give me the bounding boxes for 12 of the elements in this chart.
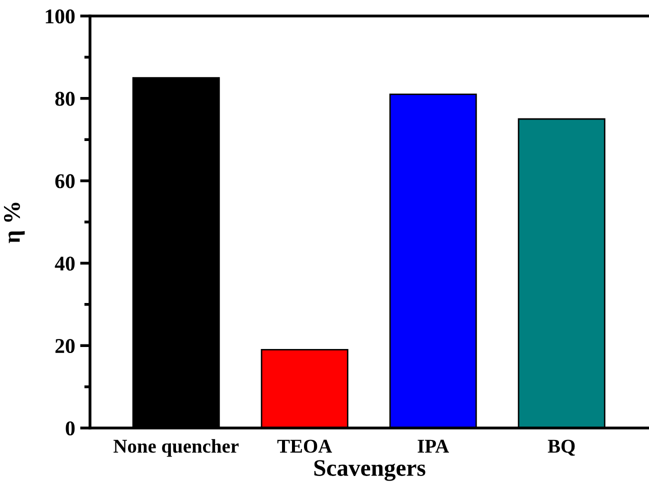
y-tick-label: 0 — [66, 421, 75, 436]
y-tick-label: 40 — [54, 256, 75, 271]
y-axis-title: η % — [4, 202, 25, 244]
y-tick-label: 100 — [46, 9, 75, 24]
y-tick-label: 60 — [55, 174, 75, 188]
x-tick-label: TEOA — [277, 440, 332, 453]
x-tick-label: IPA — [418, 440, 449, 453]
x-tick-label: BQ — [548, 440, 575, 456]
x-axis-title: Scavengers — [314, 460, 426, 481]
y-tick-label: 20 — [55, 338, 75, 354]
y-tick-label: 80 — [55, 92, 75, 106]
x-tick-label: None quencher — [114, 439, 239, 457]
